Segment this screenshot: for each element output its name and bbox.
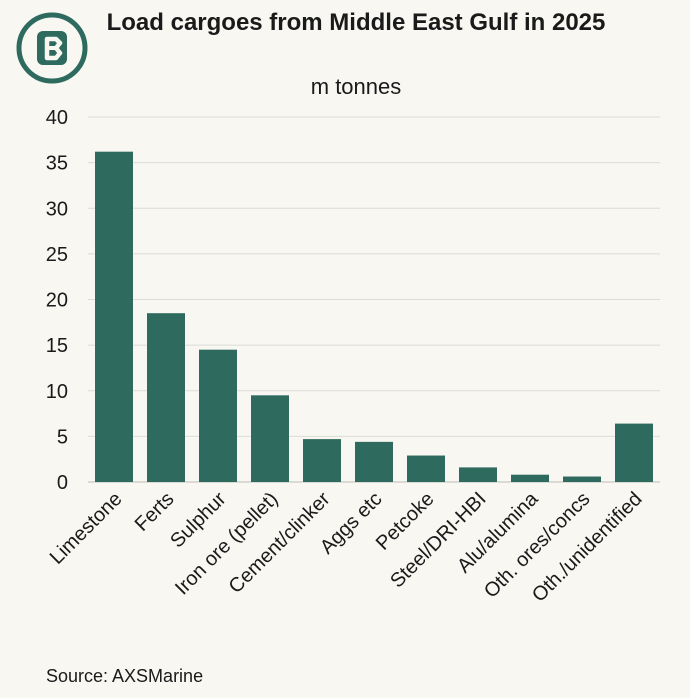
source-note: Source: AXSMarine bbox=[46, 666, 204, 686]
y-tick-label: 5 bbox=[57, 426, 68, 448]
y-tick-label: 35 bbox=[46, 153, 68, 175]
bar bbox=[615, 423, 653, 482]
y-tick-label: 40 bbox=[46, 107, 68, 129]
x-tick-label: Ferts bbox=[131, 488, 179, 536]
y-tick-label: 10 bbox=[46, 381, 68, 403]
bar bbox=[95, 151, 133, 483]
chart-title: Load cargoes from Middle East Gulf in 20… bbox=[106, 9, 606, 36]
bar bbox=[459, 467, 497, 482]
y-tick-label: 25 bbox=[46, 244, 68, 266]
y-tick-label: 0 bbox=[57, 472, 68, 494]
bar bbox=[511, 474, 549, 482]
bar bbox=[199, 349, 237, 482]
brand-logo-icon bbox=[16, 12, 88, 84]
bars bbox=[95, 151, 653, 483]
y-tick-label: 20 bbox=[46, 290, 68, 312]
y-tick-label: 30 bbox=[46, 198, 68, 220]
x-tick-label: Limestone bbox=[46, 488, 127, 569]
y-tick-label: 15 bbox=[46, 335, 68, 357]
bar bbox=[355, 441, 393, 482]
bar bbox=[303, 439, 341, 482]
chart-subtitle: m tonnes bbox=[310, 74, 402, 99]
y-axis-ticks: 0 5 10 15 20 25 30 35 40 bbox=[46, 107, 68, 494]
bar bbox=[147, 313, 185, 482]
bar bbox=[251, 395, 289, 482]
bar bbox=[563, 476, 601, 482]
bar bbox=[407, 455, 445, 482]
